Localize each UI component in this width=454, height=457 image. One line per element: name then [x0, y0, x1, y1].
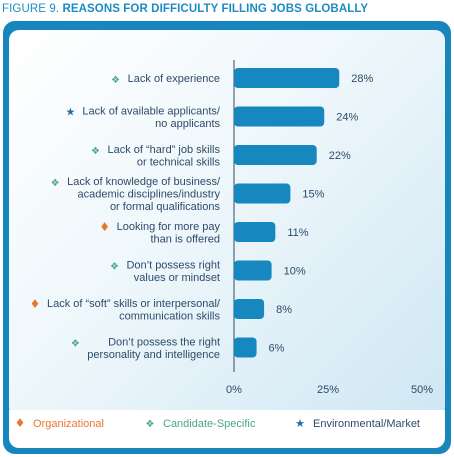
value-label: 24% [336, 112, 358, 124]
category-label: Lack of “soft” skills or interpersonal/ [47, 298, 221, 310]
x-tick-label: 50% [411, 384, 433, 396]
bar [234, 260, 272, 281]
value-label: 10% [284, 266, 306, 278]
legend-environmental-icon: ★ [295, 417, 305, 430]
figure-title: FIGURE 9. REASONS FOR DIFFICULTY FILLING… [2, 3, 368, 15]
category-label: Don’t possess right [126, 259, 220, 271]
x-tick-label: 0% [226, 384, 242, 396]
category-label: Lack of knowledge of business/ [67, 176, 221, 188]
value-label: 28% [351, 73, 373, 85]
value-label: 6% [269, 343, 285, 355]
bar [234, 183, 291, 204]
category-label: Lack of experience [128, 73, 220, 85]
category-label: Don’t possess the right [108, 336, 220, 348]
category-label: Lack of available applicants/ [82, 105, 221, 117]
category-label: academic disciplines/industry [78, 189, 221, 201]
category-label: Lack of “hard” job skills [108, 144, 221, 156]
candidate-marker-icon: ❖ [110, 261, 119, 272]
category-label: values or mindset [134, 272, 220, 284]
legend-label: Environmental/Market [313, 418, 420, 430]
category-label: no applicants [155, 118, 220, 130]
candidate-marker-icon: ❖ [51, 178, 60, 189]
organizational-marker-icon: ♦ [30, 297, 41, 311]
figure-main-title: REASONS FOR DIFFICULTY FILLING JOBS GLOB… [62, 3, 369, 15]
organizational-marker-icon: ♦ [99, 220, 110, 234]
legend-candidate-icon: ❖ [146, 419, 155, 430]
category-label: or formal qualifications [110, 201, 221, 213]
category-label: personality and intelligence [87, 349, 220, 361]
chart-panel [3, 21, 451, 454]
environmental-marker-icon: ★ [65, 105, 75, 118]
category-label: Looking for more pay [117, 221, 221, 233]
category-label: than is offered [150, 233, 220, 245]
bar [234, 145, 317, 165]
value-label: 15% [302, 189, 324, 201]
bar [234, 222, 276, 242]
bar [234, 337, 257, 358]
value-label: 11% [287, 227, 308, 239]
x-tick-label: 25% [317, 384, 339, 396]
value-label: 22% [329, 150, 351, 162]
category-label: communication skills [119, 310, 220, 322]
bar [234, 106, 325, 127]
candidate-marker-icon: ❖ [111, 75, 120, 86]
legend-label: Organizational [33, 418, 104, 430]
legend-area [9, 410, 445, 448]
value-label: 8% [276, 304, 292, 316]
bar [234, 299, 265, 319]
legend-organizational-icon: ♦ [15, 416, 26, 430]
candidate-marker-icon: ❖ [71, 338, 80, 349]
legend-label: Candidate-Specific [163, 418, 256, 430]
candidate-marker-icon: ❖ [91, 146, 100, 157]
bar [234, 68, 340, 88]
figure-label: FIGURE 9. [2, 3, 60, 15]
chart-area [9, 30, 445, 417]
category-label: or technical skills [137, 156, 221, 168]
